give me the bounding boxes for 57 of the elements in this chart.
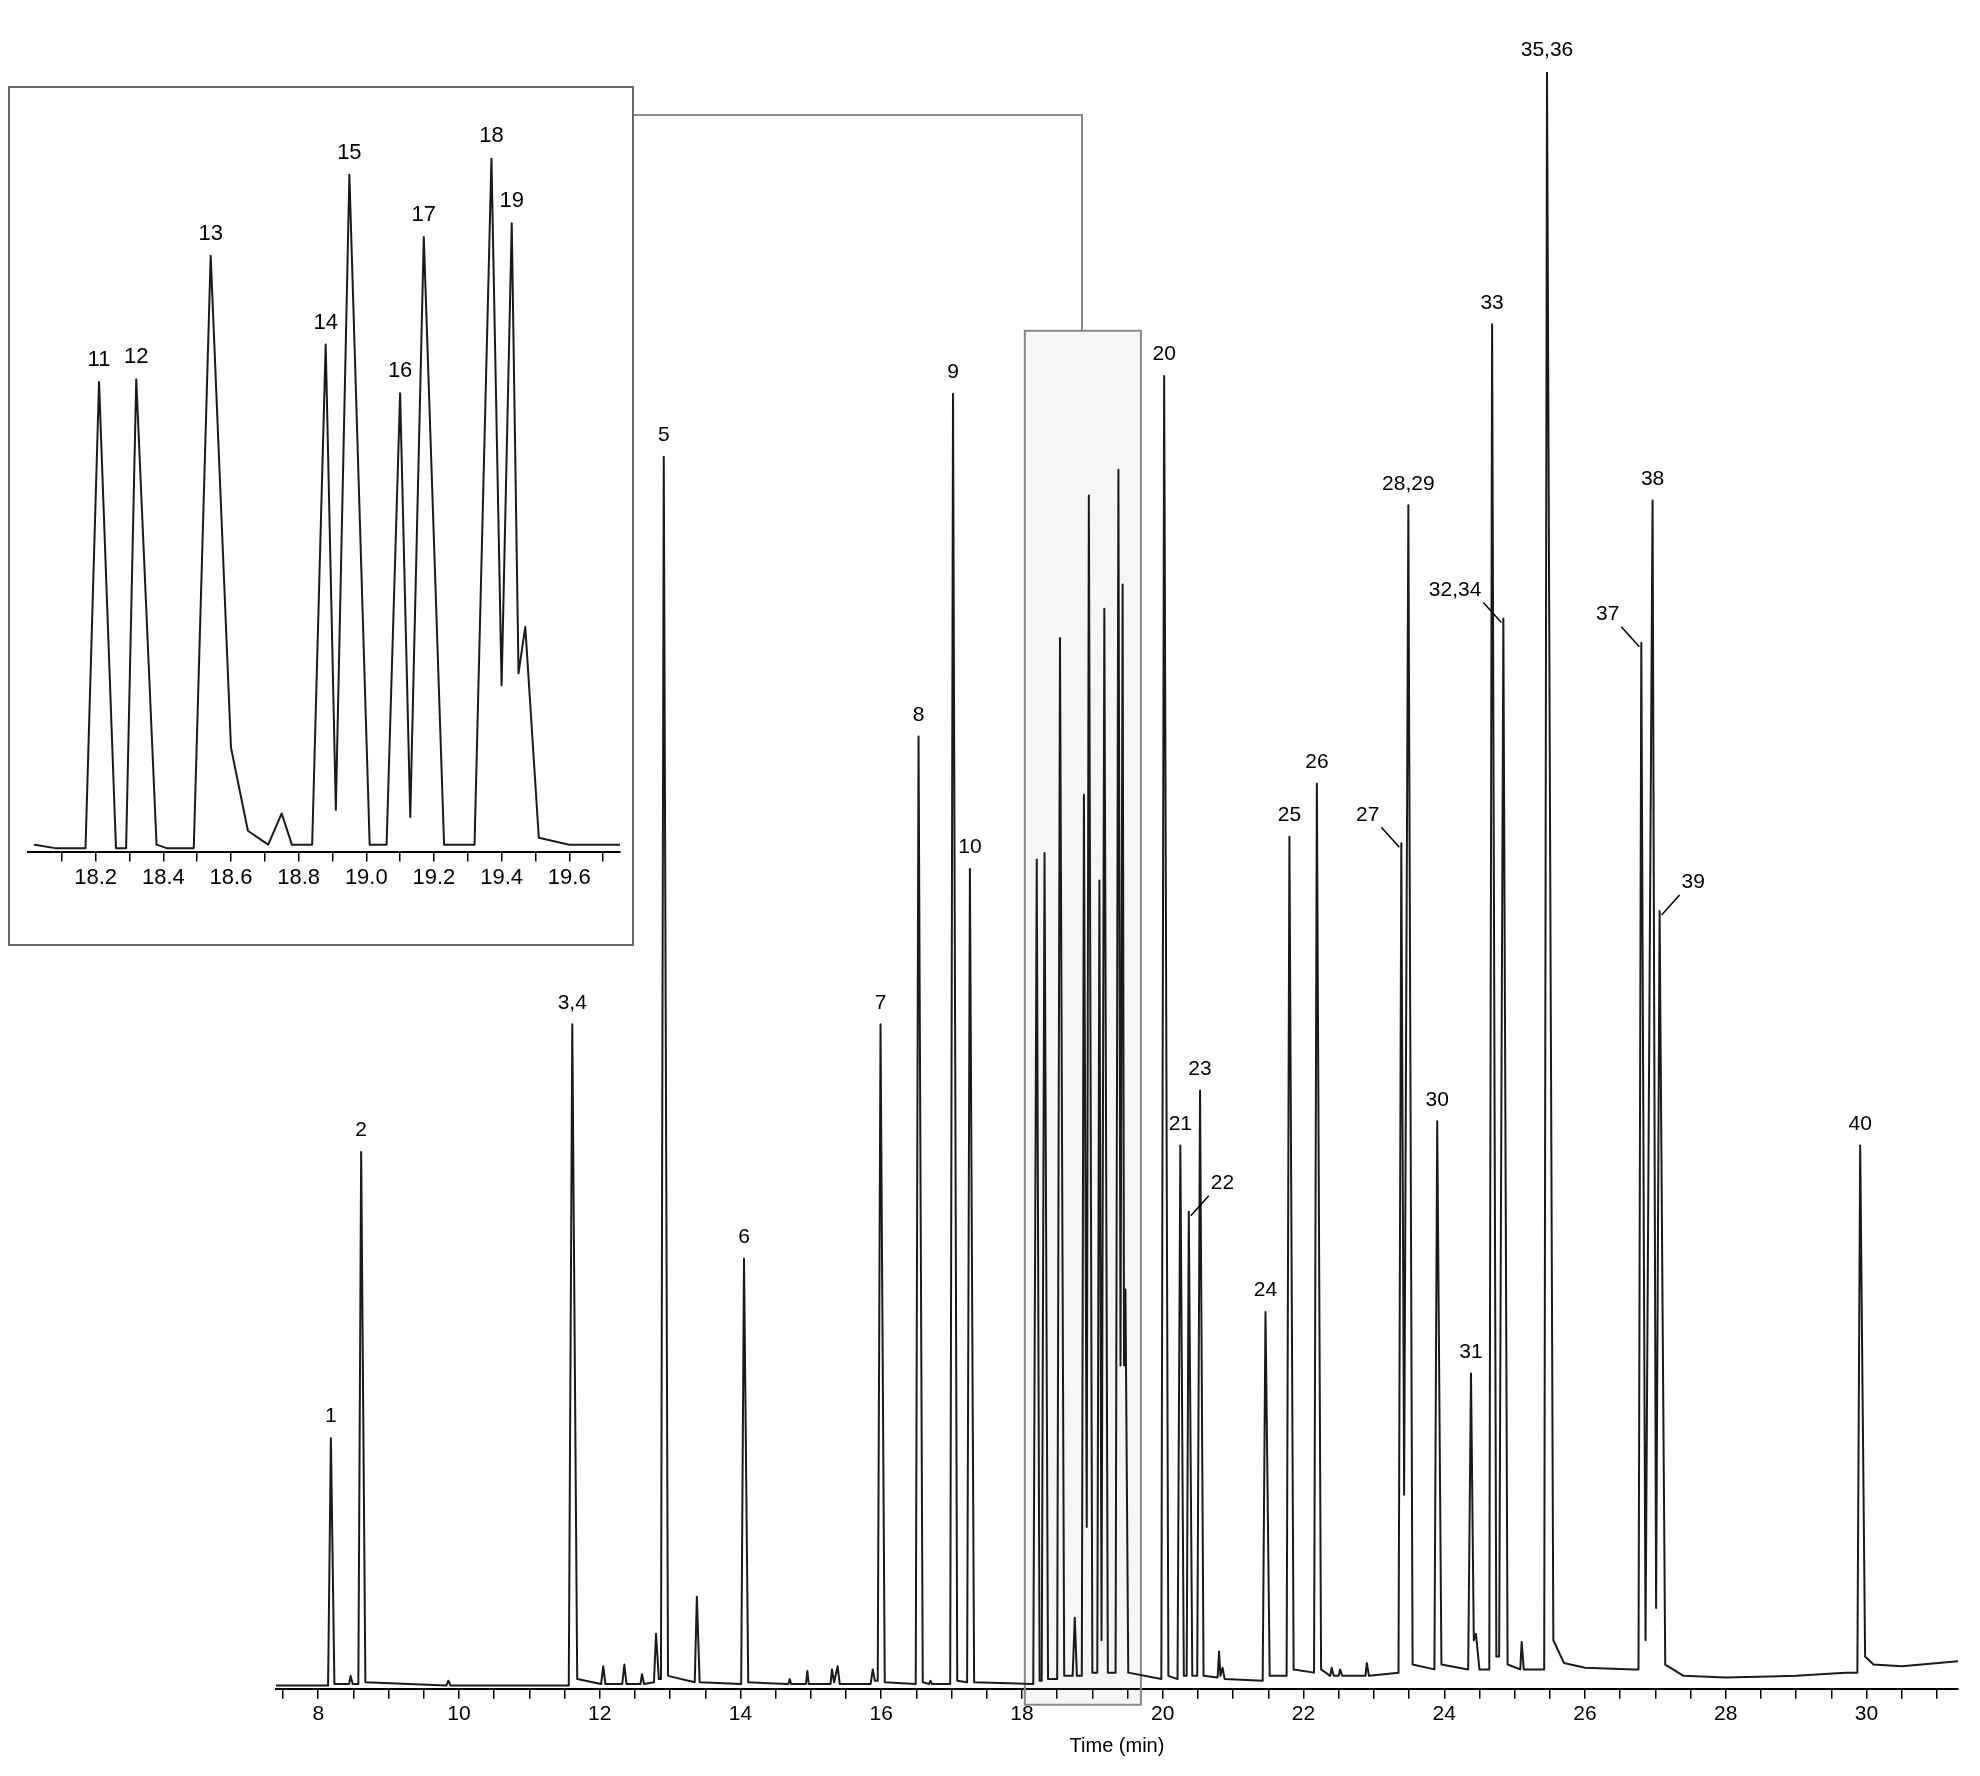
- x-tick-label: 22: [1291, 1701, 1316, 1725]
- annotation: 9: [947, 359, 959, 383]
- annotation: 6: [738, 1224, 750, 1248]
- annotation: 7: [874, 989, 887, 1013]
- annotation: 35,36: [1520, 37, 1574, 61]
- annotation: 18: [479, 122, 504, 148]
- annotation: 28,29: [1382, 470, 1435, 494]
- x-tick-label: 24: [1432, 1701, 1457, 1725]
- x-tick-label: 28: [1714, 1701, 1738, 1725]
- x-tick-label: 14: [728, 1701, 753, 1725]
- x-tick-label: 18.2: [74, 863, 118, 889]
- annotation: 20: [1152, 341, 1176, 365]
- x-tick-label: 18.4: [141, 863, 185, 889]
- x-tick-label: 12: [588, 1701, 612, 1725]
- annotation: 19: [499, 187, 524, 213]
- annotation: 1: [325, 1403, 337, 1427]
- annotation: 32,34: [1428, 576, 1482, 600]
- annotation: 38: [1640, 465, 1665, 489]
- annotation: 5: [657, 422, 670, 446]
- x-tick-label: 19.2: [412, 863, 456, 889]
- annotation: 15: [337, 138, 362, 164]
- x-tick-label: 19.6: [547, 863, 591, 889]
- annotation: 14: [313, 308, 338, 334]
- annotation: 25: [1277, 802, 1302, 826]
- x-tick-label: 10: [447, 1701, 471, 1725]
- x-tick-label: 26: [1573, 1701, 1597, 1725]
- annotation: 16: [387, 357, 413, 383]
- x-tick-label: 18.8: [277, 863, 321, 889]
- annotation: 3,4: [557, 989, 588, 1013]
- annotation: 33: [1480, 289, 1504, 313]
- annotation: 11: [87, 346, 111, 372]
- x-axis-title: Time (min): [1069, 1733, 1165, 1756]
- x-tick-label: 30: [1854, 1701, 1879, 1725]
- annotation: 24: [1253, 1277, 1278, 1301]
- annotation: 26: [1305, 748, 1329, 772]
- annotation: 30: [1425, 1086, 1449, 1110]
- annotation: 27: [1355, 801, 1380, 825]
- annotation: 13: [198, 219, 223, 245]
- annotation: 2: [355, 1117, 367, 1141]
- annotation: 21: [1168, 1110, 1193, 1134]
- annotation: 37: [1595, 601, 1620, 625]
- annotation: 10: [958, 834, 982, 858]
- annotation: 8: [912, 701, 925, 725]
- annotation: 12: [124, 343, 149, 369]
- x-tick-label: 20: [1151, 1701, 1175, 1725]
- x-tick-label: 18: [1010, 1701, 1034, 1725]
- x-tick-label: 18.6: [209, 863, 253, 889]
- annotation: 31: [1459, 1338, 1483, 1362]
- annotation: 22: [1210, 1170, 1235, 1194]
- x-tick-label: 8: [312, 1701, 325, 1725]
- x-tick-label: 16: [869, 1701, 893, 1725]
- x-tick-label: 19.4: [480, 863, 524, 889]
- annotation: 23: [1188, 1055, 1212, 1079]
- annotation: 40: [1848, 1110, 1872, 1134]
- annotation: 17: [411, 201, 437, 227]
- annotation: 39: [1681, 869, 1705, 893]
- x-tick-label: 19.0: [344, 863, 388, 889]
